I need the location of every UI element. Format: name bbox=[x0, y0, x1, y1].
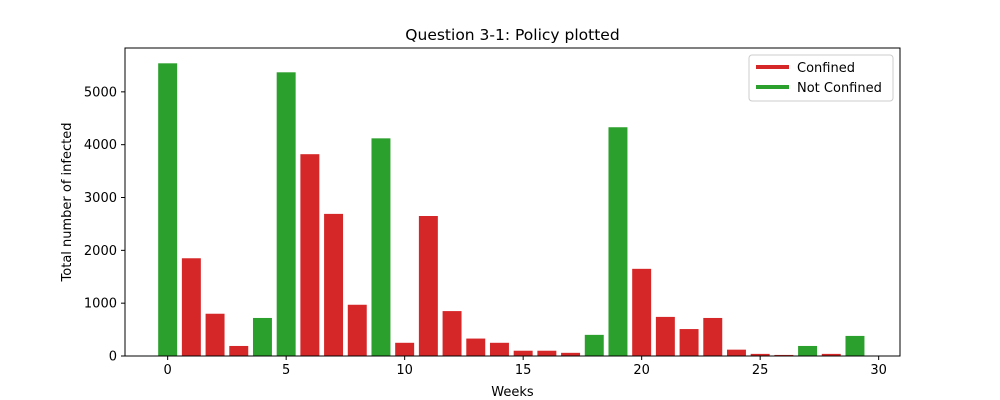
bar-week-13 bbox=[466, 338, 486, 356]
bar-week-20 bbox=[632, 268, 652, 356]
bar-week-26 bbox=[774, 354, 794, 356]
bar-week-9 bbox=[371, 138, 391, 356]
bar-week-1 bbox=[181, 258, 201, 356]
plot-area bbox=[158, 63, 865, 357]
bar-week-25 bbox=[750, 353, 770, 356]
x-tick-label: 30 bbox=[870, 363, 887, 378]
x-tick-label: 0 bbox=[164, 363, 172, 378]
x-tick-label: 20 bbox=[633, 363, 650, 378]
y-tick-label: 4000 bbox=[84, 138, 117, 153]
y-tick-label: 3000 bbox=[84, 191, 117, 206]
legend: Confined Not Confined bbox=[748, 54, 894, 102]
bar-week-5 bbox=[276, 72, 296, 357]
y-axis-label: Total number of infected bbox=[60, 123, 75, 283]
bar-week-7 bbox=[324, 213, 344, 356]
legend-label-confined: Confined bbox=[797, 61, 855, 76]
bar-week-14 bbox=[489, 342, 509, 356]
x-tick-label: 25 bbox=[752, 363, 769, 378]
chart-title: Question 3-1: Policy plotted bbox=[405, 26, 619, 44]
bar-week-21 bbox=[655, 316, 675, 356]
x-tick-label: 10 bbox=[396, 363, 413, 378]
y-tick-label: 0 bbox=[109, 350, 117, 365]
legend-label-not-confined: Not Confined bbox=[797, 81, 882, 96]
x-axis-label: Weeks bbox=[491, 385, 534, 400]
bar-week-17 bbox=[561, 352, 581, 356]
y-tick-label: 2000 bbox=[84, 244, 117, 259]
bar-week-11 bbox=[418, 216, 438, 356]
bar-week-19 bbox=[608, 127, 628, 356]
bar-week-3 bbox=[229, 345, 249, 356]
bar-week-18 bbox=[584, 334, 604, 356]
bar-week-23 bbox=[703, 317, 723, 356]
x-tick-label: 5 bbox=[282, 363, 290, 378]
bar-week-0 bbox=[158, 63, 178, 357]
bar-week-12 bbox=[442, 311, 462, 356]
y-tick-label: 5000 bbox=[84, 85, 117, 100]
bar-week-6 bbox=[300, 154, 320, 356]
bar-week-24 bbox=[726, 349, 746, 356]
bar-week-28 bbox=[821, 353, 841, 356]
bar-week-4 bbox=[252, 317, 272, 356]
x-tick-label: 15 bbox=[515, 363, 532, 378]
bar-week-15 bbox=[513, 350, 533, 356]
bar-week-29 bbox=[845, 335, 865, 356]
bar-week-8 bbox=[347, 304, 367, 356]
bar-week-27 bbox=[798, 345, 818, 356]
bar-week-22 bbox=[679, 329, 699, 356]
x-axis: 0 5 10 15 20 25 30 bbox=[164, 356, 887, 378]
bar-week-16 bbox=[537, 350, 557, 356]
y-tick-label: 1000 bbox=[84, 297, 117, 312]
y-axis: 0 1000 2000 3000 4000 5000 bbox=[84, 85, 125, 365]
plot-frame bbox=[124, 47, 901, 357]
bar-week-2 bbox=[205, 313, 225, 356]
bar-week-10 bbox=[395, 342, 415, 356]
